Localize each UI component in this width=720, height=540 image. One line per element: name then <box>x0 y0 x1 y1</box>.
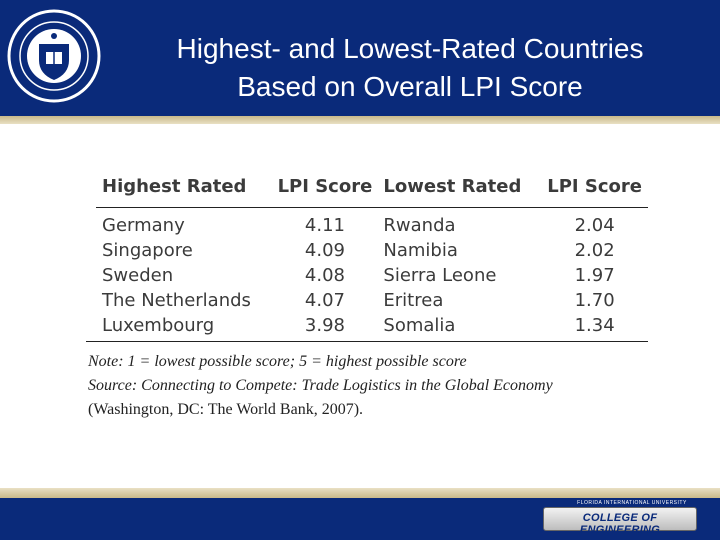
footer-stripe <box>0 488 720 498</box>
slide-title-line-1: Highest- and Lowest-Rated Countries <box>176 33 644 64</box>
highest-country: Sweden <box>102 265 174 286</box>
lowest-score: 2.02 <box>574 240 615 261</box>
slide-header: Highest- and Lowest-Rated Countries Base… <box>0 0 720 116</box>
table-row: The Netherlands 4.07 Eritrea 1.70 <box>96 288 648 313</box>
highest-score: 4.08 <box>304 265 345 286</box>
lowest-score: 1.34 <box>574 315 615 336</box>
note-line: Note: 1 = lowest possible score; 5 = hig… <box>88 353 467 370</box>
university-name-small: FLORIDA INTERNATIONAL UNIVERSITY <box>577 500 687 506</box>
table-notes: Note: 1 = lowest possible score; 5 = hig… <box>88 350 648 422</box>
header-lpi-score-low: LPI Score <box>535 168 648 208</box>
lowest-country: Eritrea <box>383 290 444 311</box>
header-highest-rated: Highest Rated <box>96 168 267 208</box>
table-row: Luxembourg 3.98 Somalia 1.34 <box>96 313 648 344</box>
table-row: Sweden 4.08 Sierra Leone 1.97 <box>96 263 648 288</box>
highest-score: 4.07 <box>304 290 345 311</box>
lowest-score: 1.70 <box>574 290 615 311</box>
lowest-score: 1.97 <box>574 265 615 286</box>
lowest-country: Namibia <box>383 240 458 261</box>
source-publisher: (Washington, DC: The World Bank, 2007). <box>88 401 364 418</box>
table-row: Singapore 4.09 Namibia 2.02 <box>96 238 648 263</box>
header-lpi-score-high: LPI Score <box>266 168 378 208</box>
table-bottom-rule <box>86 341 648 342</box>
source-prefix: Source: <box>88 377 142 394</box>
lowest-score: 2.04 <box>574 215 615 236</box>
college-badge-label: COLLEGE OF ENGINEERING <box>579 512 661 536</box>
highest-score: 4.09 <box>304 240 345 261</box>
table-header-row: Highest Rated LPI Score Lowest Rated LPI… <box>96 168 648 208</box>
highest-score: 3.98 <box>304 315 345 336</box>
header-lowest-rated: Lowest Rated <box>377 168 536 208</box>
highest-country: Luxembourg <box>102 315 215 336</box>
source-title: Connecting to Compete: Trade Logistics i… <box>141 377 553 394</box>
lpi-table-container: Highest Rated LPI Score Lowest Rated LPI… <box>96 168 648 344</box>
highest-country: Singapore <box>102 240 193 261</box>
highest-score: 4.11 <box>304 215 345 236</box>
table-row: Germany 4.11 Rwanda 2.04 <box>96 208 648 239</box>
university-seal-icon <box>7 9 101 103</box>
highest-country: Germany <box>102 215 185 236</box>
lpi-table: Highest Rated LPI Score Lowest Rated LPI… <box>96 168 648 344</box>
slide-title: Highest- and Lowest-Rated Countries Base… <box>110 30 710 106</box>
header-stripe <box>0 116 720 124</box>
slide-title-line-2: Based on Overall LPI Score <box>237 71 583 102</box>
source-line: Source: Connecting to Compete: Trade Log… <box>88 374 648 398</box>
lowest-country: Somalia <box>383 315 456 336</box>
lowest-country: Rwanda <box>383 215 456 236</box>
lowest-country: Sierra Leone <box>383 265 497 286</box>
college-badge: COLLEGE OF ENGINEERING <box>543 507 697 536</box>
highest-country: The Netherlands <box>102 290 251 311</box>
